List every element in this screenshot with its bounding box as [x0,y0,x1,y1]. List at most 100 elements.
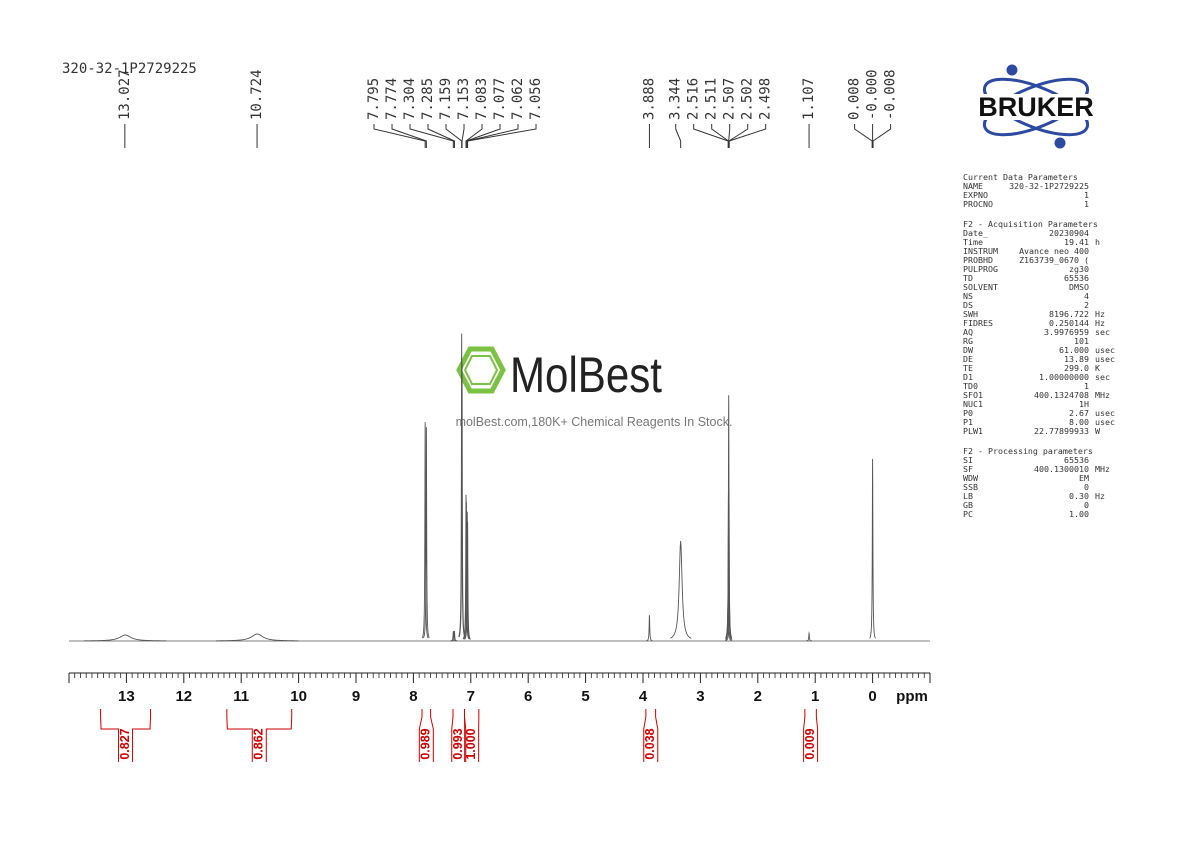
watermark-tagline: molBest.com,180K+ Chemical Reagents In S… [456,415,733,429]
parameter-key: PROBHD [963,255,993,265]
parameter-value: 0 [1084,482,1089,492]
x-tick-label: 7 [467,688,475,705]
parameter-key: EXPNO [963,190,988,200]
peak [670,540,692,639]
parameter-value: 8196.722 [1049,309,1089,319]
parameter-value: Avance neo 400 [1019,246,1089,256]
logo-backdrop [956,94,1116,120]
parameter-key: FIDRES [963,318,993,328]
peak [806,631,813,642]
peak-leader [728,124,767,148]
parameter-key: SFO1 [963,390,983,400]
parameter-value: 19.41 [1064,237,1089,247]
parameter-unit: Hz [1095,318,1105,328]
peak [726,591,733,641]
parameter-value: 1 [1084,190,1089,200]
integral-label: 0.009 [803,728,817,759]
sample-title: 320-32-1P2729225 [62,61,197,77]
parameter-unit: MHz [1095,464,1110,474]
integral-bracket [643,709,647,762]
parameter-key: NAME [963,181,983,191]
peak-label: 3.344 [668,78,684,120]
peak [646,615,653,642]
x-tick-label: 13 [118,688,135,705]
peak-leader [391,124,427,148]
peak-label: -0.000 [865,69,881,120]
bruker-logo [982,64,1090,149]
peak-leader [465,124,501,148]
peak [725,491,733,640]
peak-leader [872,124,892,148]
x-tick-label: 2 [754,688,762,705]
x-axis-label: ppm [896,688,928,705]
x-tick-label: 4 [639,688,648,705]
peak-label: 2.511 [704,78,720,120]
x-tick-label: 8 [409,688,417,705]
x-tick-label: 5 [581,688,589,705]
peak-leader [467,124,537,148]
parameter-unit: h [1095,237,1100,247]
parameter-value: zg30 [1069,264,1089,274]
integral-bracket [226,709,253,762]
parameter-value: 4 [1084,291,1089,301]
parameter-key: DW [963,345,973,355]
parameter-key: WDW [963,473,978,483]
parameter-key: PROCNO [963,199,993,209]
peak [463,501,470,640]
parameter-key: P0 [963,408,973,418]
x-tick-label: 12 [175,688,192,705]
parameter-key: P1 [963,417,973,427]
peak-label: 7.774 [384,78,400,120]
parameter-key: NUC1 [963,399,983,409]
integral-label: 0.827 [118,728,132,759]
parameter-unit: W [1095,426,1100,436]
x-tick-label: 6 [524,688,532,705]
integral-bracket [451,709,454,762]
watermark-logo [456,346,506,394]
parameter-unit: usec [1095,408,1115,418]
parameter-key: PC [963,509,973,519]
parameter-value: 1H [1079,399,1089,409]
peak-label: 13.027 [117,69,133,120]
parameter-unit: K [1095,363,1100,373]
integral-bracket [655,709,659,762]
peak-label: 1.107 [801,78,817,120]
parameter-value: 1.00 [1069,509,1089,519]
peak [458,362,466,638]
integral-bracket [100,709,120,762]
peak [215,633,299,642]
parameter-key: SSB [963,482,978,492]
parameter-value: 400.1324708 [1034,390,1089,400]
peak-leader [466,124,519,148]
parameter-value: 1 [1084,381,1089,391]
peak-label: 10.724 [249,69,265,120]
peak-label: 7.062 [510,78,526,120]
peak-label: 7.285 [420,78,436,120]
integral-bracket [265,709,293,762]
parameter-unit: Hz [1095,309,1105,319]
parameter-value: DMSO [1069,282,1089,292]
parameter-key: SI [963,455,973,465]
parameter-key: DS [963,300,973,310]
peak [83,634,167,642]
parameter-key: LB [963,491,973,501]
x-tick-label: 1 [811,688,819,705]
parameter-key: SF [963,464,973,474]
peak-leader [693,124,729,148]
integral-bracket [815,709,819,762]
integral-bracket [430,709,434,762]
peak [450,630,457,642]
parameter-unit: usec [1095,354,1115,364]
peak [869,458,876,639]
peak-label: 7.077 [492,78,508,120]
parameter-value: 1 [1084,199,1089,209]
integral-bracket [803,709,806,762]
parameter-key: DE [963,354,973,364]
parameter-value: Z163739_0670 ( [1019,255,1089,265]
parameter-key: GB [963,500,973,510]
x-tick-label: 10 [290,688,307,705]
parameter-value: 8.00 [1069,417,1089,427]
peak-label: 7.056 [528,78,544,120]
parameter-key: SWH [963,309,978,319]
parameter-unit: sec [1095,327,1110,337]
